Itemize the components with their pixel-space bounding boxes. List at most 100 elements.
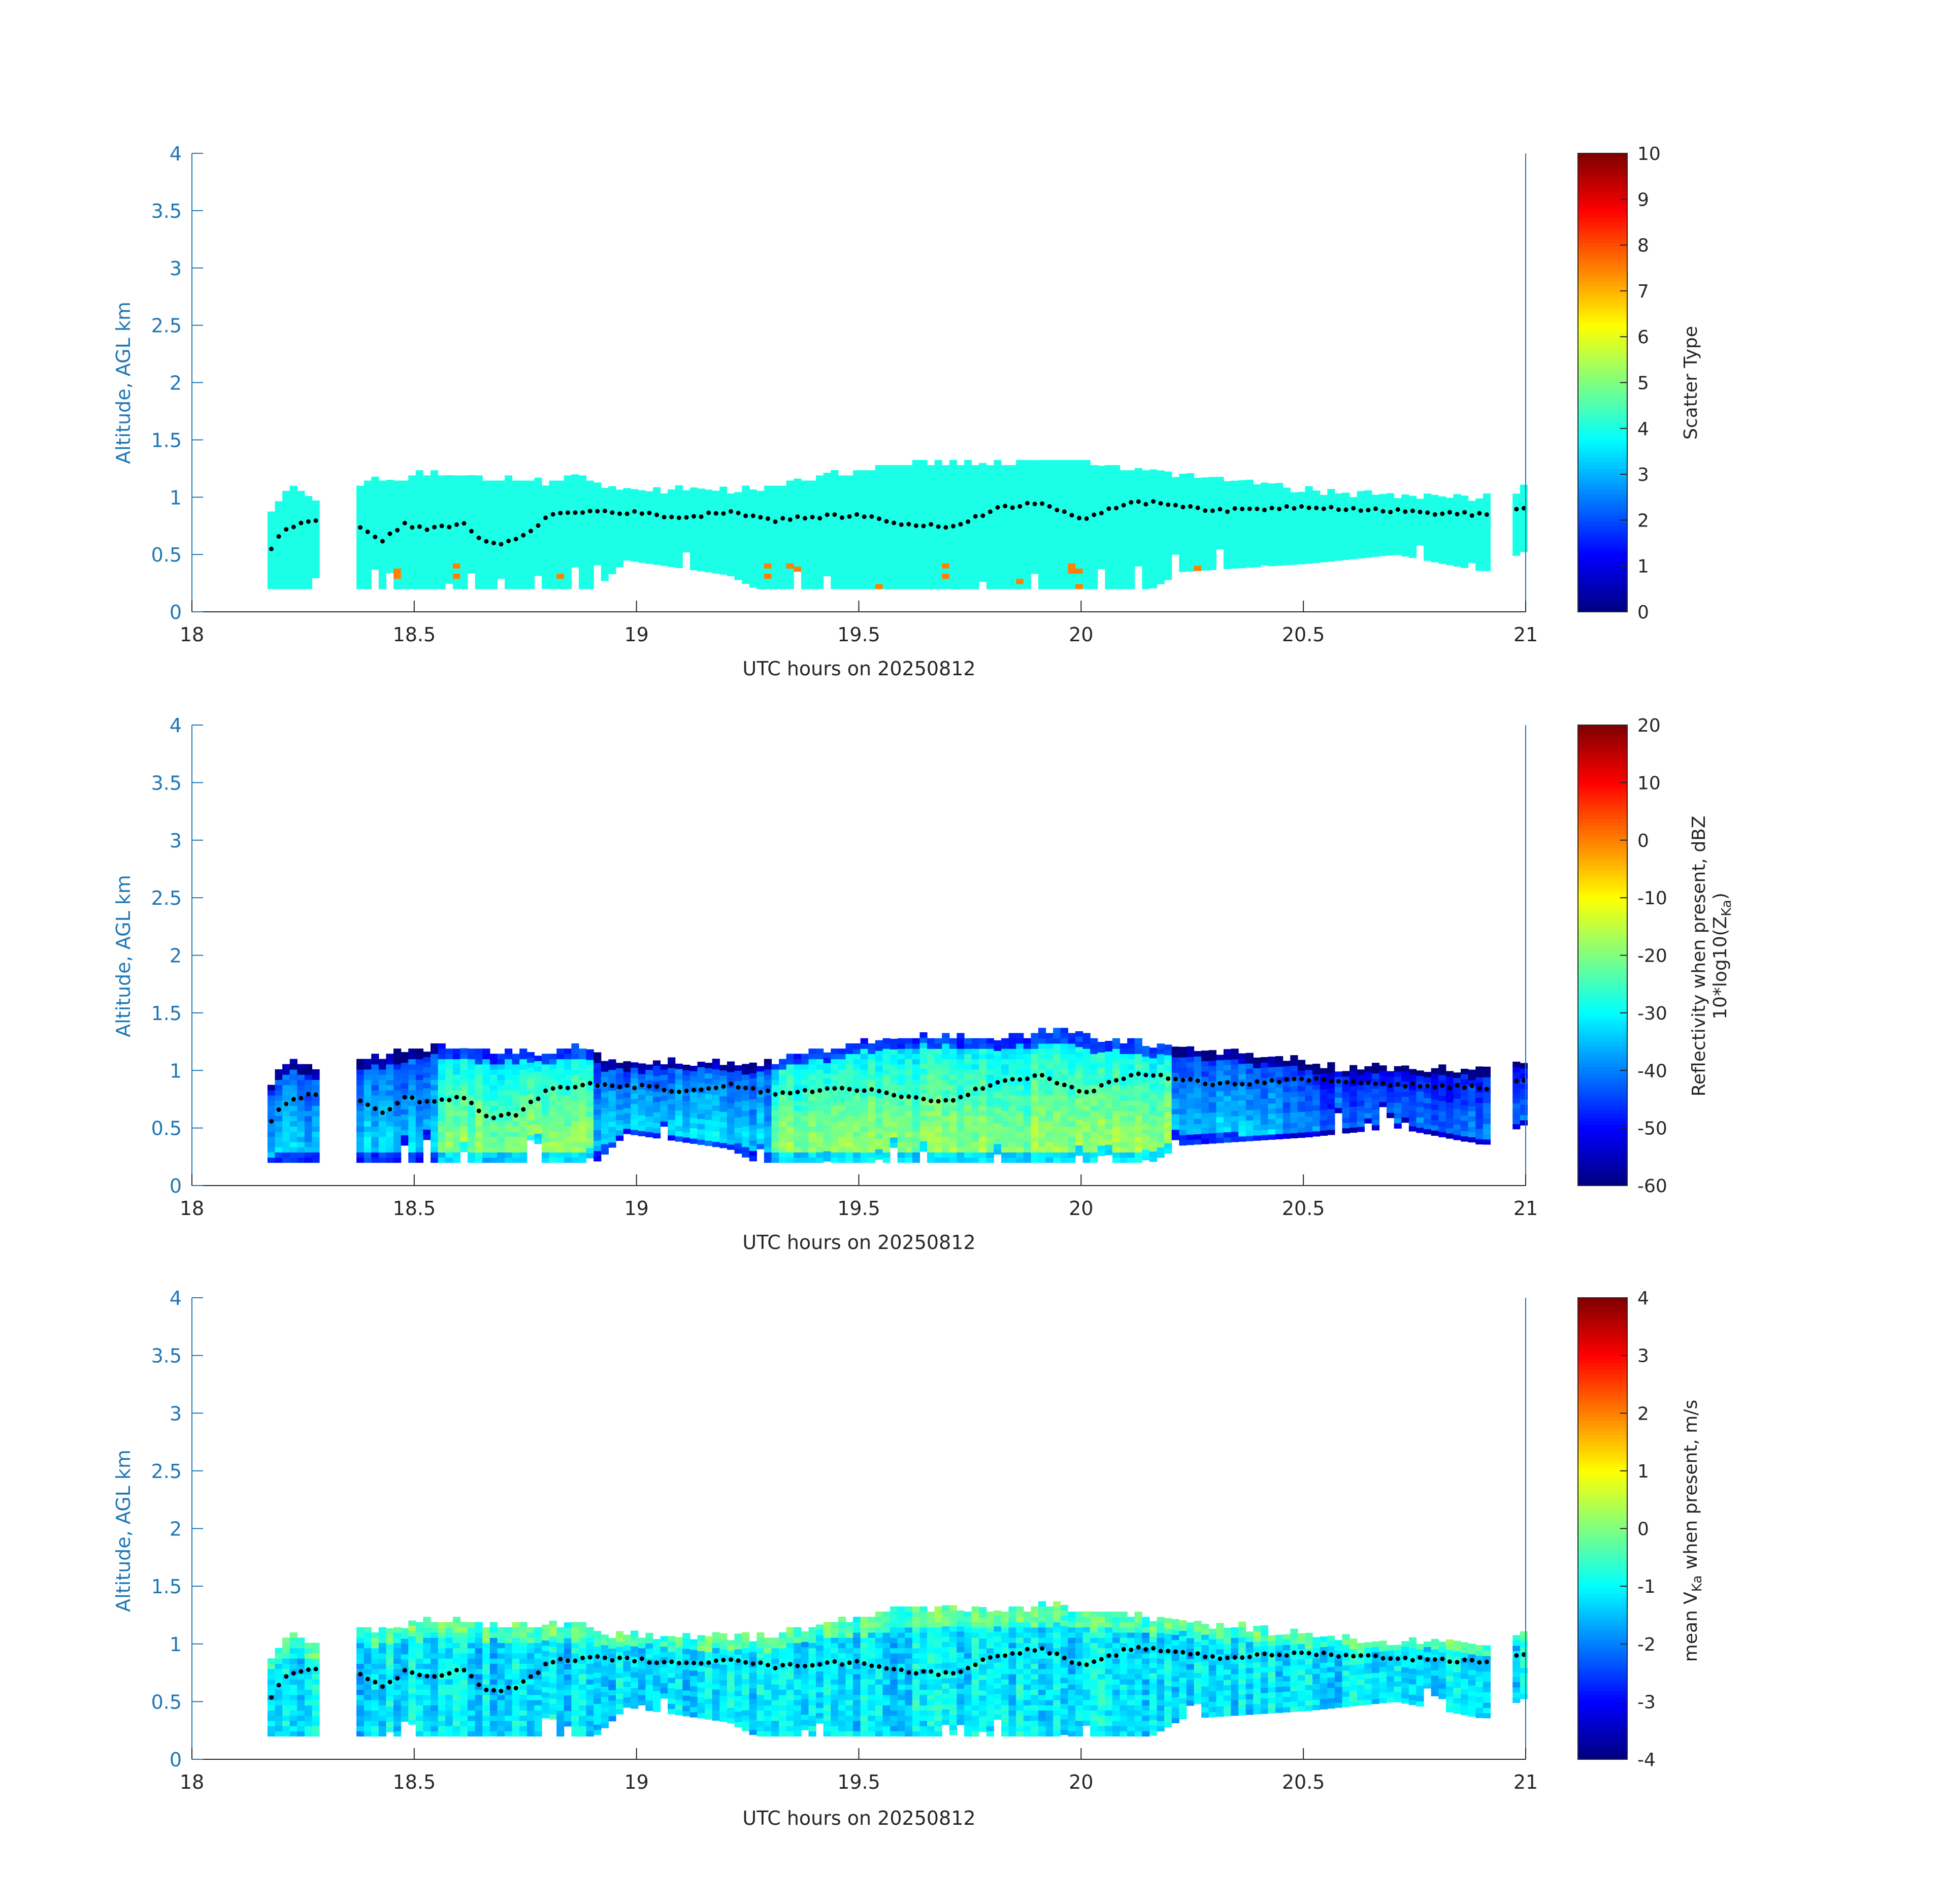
heatmap-cell bbox=[853, 1043, 861, 1049]
heatmap-cell bbox=[1001, 506, 1009, 512]
heatmap-cell bbox=[364, 1157, 372, 1163]
heatmap-cell bbox=[1008, 480, 1016, 486]
heatmap-cell bbox=[586, 563, 594, 569]
colorbar-segment bbox=[1578, 562, 1627, 566]
heatmap-cell bbox=[905, 568, 913, 574]
colorbar-segment bbox=[1578, 260, 1627, 265]
heatmap-cell bbox=[1112, 480, 1121, 486]
heatmap-cell bbox=[1008, 521, 1016, 528]
heatmap-cell bbox=[1164, 559, 1172, 565]
heatmap-cell bbox=[489, 1074, 498, 1080]
colorbar-segment bbox=[1578, 554, 1627, 559]
heatmap-cell bbox=[742, 557, 750, 564]
heatmap-cell bbox=[734, 1075, 742, 1081]
heatmap-cell bbox=[452, 563, 460, 569]
heatmap-cell bbox=[623, 508, 631, 514]
heatmap-cell bbox=[364, 1064, 372, 1070]
heatmap-cell bbox=[838, 506, 846, 512]
heatmap-cell bbox=[304, 557, 313, 564]
heatmap-cell bbox=[882, 557, 891, 564]
heatmap-cell bbox=[764, 1136, 772, 1142]
heatmap-cell bbox=[734, 1132, 742, 1138]
heatmap-cell bbox=[1401, 505, 1409, 510]
heatmap-cell bbox=[1475, 550, 1484, 555]
heatmap-cell bbox=[831, 1136, 839, 1142]
heatmap-cell bbox=[734, 1143, 742, 1149]
heatmap-cell bbox=[534, 534, 542, 540]
heatmap-cell bbox=[578, 485, 587, 491]
heatmap-cell bbox=[378, 1074, 387, 1080]
heatmap-cell bbox=[438, 501, 446, 507]
heatmap-cell bbox=[386, 1121, 394, 1127]
heatmap-cell bbox=[578, 490, 587, 497]
heatmap-cell bbox=[401, 1052, 409, 1058]
heatmap-cell bbox=[356, 1105, 365, 1111]
heatmap-cell bbox=[1179, 561, 1187, 567]
cloud-base-dot bbox=[395, 528, 400, 533]
heatmap-cell bbox=[1045, 537, 1054, 543]
heatmap-cell bbox=[431, 573, 439, 579]
heatmap-cell bbox=[1297, 522, 1306, 529]
heatmap-cell bbox=[431, 1090, 439, 1096]
heatmap-cell bbox=[1157, 522, 1165, 528]
heatmap-cell bbox=[631, 1119, 639, 1125]
heatmap-cell bbox=[1424, 535, 1432, 541]
heatmap-cell bbox=[297, 542, 305, 548]
heatmap-cell bbox=[1120, 563, 1128, 569]
heatmap-cell bbox=[1201, 498, 1209, 504]
heatmap-cell bbox=[1120, 527, 1128, 533]
heatmap-cell bbox=[1401, 551, 1409, 557]
heatmap-cell bbox=[1231, 563, 1239, 569]
heatmap-cell bbox=[1416, 524, 1424, 530]
heatmap-cell bbox=[1134, 468, 1142, 474]
heatmap-cell bbox=[1312, 532, 1321, 538]
heatmap-cell bbox=[608, 1127, 616, 1132]
heatmap-cell bbox=[267, 1131, 276, 1137]
heatmap-cell bbox=[897, 480, 905, 486]
heatmap-cell bbox=[556, 516, 565, 522]
heatmap-cell bbox=[615, 1073, 624, 1079]
heatmap-cell bbox=[1245, 495, 1254, 501]
heatmap-cell bbox=[460, 1121, 468, 1127]
heatmap-cell bbox=[289, 532, 298, 538]
heatmap-cell bbox=[912, 516, 920, 522]
heatmap-cell bbox=[668, 1125, 676, 1130]
heatmap-cell bbox=[549, 490, 557, 497]
heatmap-cell bbox=[853, 496, 861, 502]
heatmap-cell bbox=[860, 490, 868, 497]
cloud-base-dot bbox=[1055, 507, 1060, 512]
cloud-base-dot bbox=[929, 522, 934, 527]
heatmap-cell bbox=[267, 1090, 276, 1096]
heatmap-cell bbox=[571, 1110, 579, 1117]
heatmap-cell bbox=[504, 1069, 513, 1075]
heatmap-cell bbox=[1142, 521, 1150, 528]
heatmap-cell bbox=[1164, 528, 1172, 534]
heatmap-cell bbox=[431, 568, 439, 574]
heatmap-cell bbox=[460, 1090, 468, 1095]
heatmap-cell bbox=[275, 552, 283, 559]
heatmap-cell bbox=[1142, 496, 1150, 502]
heatmap-cell bbox=[712, 1074, 720, 1080]
heatmap-cell bbox=[719, 553, 728, 560]
heatmap-cell bbox=[504, 1152, 513, 1158]
colorbar-segment bbox=[1578, 414, 1627, 419]
heatmap-cell bbox=[786, 1126, 794, 1132]
heatmap-cell bbox=[1016, 563, 1024, 569]
heatmap-cell bbox=[749, 1156, 757, 1162]
heatmap-cell bbox=[1424, 530, 1432, 535]
heatmap-cell bbox=[571, 1054, 579, 1060]
heatmap-cell bbox=[675, 552, 683, 558]
heatmap-cell bbox=[564, 1110, 572, 1117]
heatmap-cell bbox=[371, 1141, 379, 1147]
heatmap-cell bbox=[608, 532, 616, 538]
heatmap-cell bbox=[823, 1125, 831, 1131]
heatmap-cell bbox=[868, 527, 876, 533]
heatmap-cell bbox=[1245, 541, 1254, 547]
heatmap-cell bbox=[519, 1157, 528, 1163]
heatmap-cell bbox=[631, 520, 639, 526]
heatmap-cell bbox=[356, 490, 365, 497]
heatmap-cell bbox=[986, 511, 995, 517]
heatmap-cell bbox=[1090, 537, 1098, 543]
heatmap-cell bbox=[1475, 529, 1484, 535]
